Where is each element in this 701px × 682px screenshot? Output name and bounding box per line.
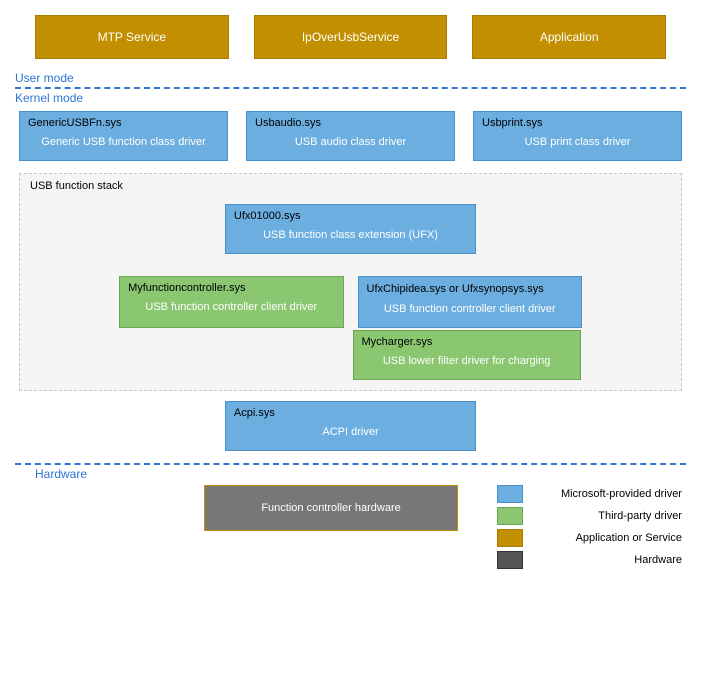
legend-label: Microsoft-provided driver (537, 488, 682, 500)
driver-title: Acpi.sys (230, 406, 471, 422)
hardware-box: Function controller hardware (204, 485, 457, 531)
driver-title: GenericUSBFn.sys (24, 116, 223, 132)
driver-genericusbfn: GenericUSBFn.sys Generic USB function cl… (19, 111, 228, 161)
driver-title: Ufx01000.sys (230, 209, 471, 225)
driver-title: Usbaudio.sys (251, 116, 450, 132)
class-drivers-row: GenericUSBFn.sys Generic USB function cl… (15, 111, 686, 161)
driver-title: Usbprint.sys (478, 116, 677, 132)
kernel-mode-label: Kernel mode (15, 91, 686, 105)
ufx-row: Ufx01000.sys USB function class extensio… (30, 204, 671, 254)
legend-item-tp: Third-party driver (478, 507, 682, 525)
driver-desc: USB function class extension (UFX) (230, 225, 471, 245)
legend-swatch (497, 485, 523, 503)
driver-title: Myfunctioncontroller.sys (124, 281, 338, 297)
app-box-application: Application (472, 15, 666, 59)
driver-acpi: Acpi.sys ACPI driver (225, 401, 476, 451)
divider-line-1 (15, 87, 686, 89)
mode-divider: User mode Kernel mode (15, 71, 686, 105)
driver-desc: USB function controller client driver (124, 297, 338, 317)
controller-row: Myfunctioncontroller.sys USB function co… (30, 276, 671, 328)
driver-usbaudio: Usbaudio.sys USB audio class driver (246, 111, 455, 161)
charger-row: Mycharger.sys USB lower filter driver fo… (30, 330, 671, 380)
acpi-row: Acpi.sys ACPI driver (15, 401, 686, 451)
apps-row: MTP Service IpOverUsbService Application (15, 15, 686, 59)
driver-myfunctioncontroller: Myfunctioncontroller.sys USB function co… (119, 276, 343, 328)
hardware-divider: Hardware (15, 463, 686, 481)
user-mode-label: User mode (15, 71, 686, 85)
legend-label: Hardware (537, 554, 682, 566)
driver-desc: USB function controller client driver (363, 299, 577, 319)
driver-desc: Generic USB function class driver (24, 132, 223, 152)
hardware-label: Hardware (35, 467, 686, 481)
legend-item-app: Application or Service (478, 529, 682, 547)
legend-item-hw: Hardware (478, 551, 682, 569)
usb-function-stack: USB function stack Ufx01000.sys USB func… (19, 173, 682, 391)
stack-title: USB function stack (30, 180, 671, 192)
legend: Microsoft-provided driver Third-party dr… (478, 485, 682, 573)
app-box-ipoverusb: IpOverUsbService (254, 15, 448, 59)
legend-swatch (497, 529, 523, 547)
legend-swatch (497, 551, 523, 569)
app-box-mtp: MTP Service (35, 15, 229, 59)
driver-title: Mycharger.sys (358, 335, 576, 351)
driver-desc: ACPI driver (230, 422, 471, 442)
driver-desc: USB audio class driver (251, 132, 450, 152)
driver-desc: USB print class driver (478, 132, 677, 152)
legend-item-ms: Microsoft-provided driver (478, 485, 682, 503)
driver-usbprint: Usbprint.sys USB print class driver (473, 111, 682, 161)
driver-mycharger: Mycharger.sys USB lower filter driver fo… (353, 330, 581, 380)
driver-ufx: Ufx01000.sys USB function class extensio… (225, 204, 476, 254)
bottom-section: Function controller hardware Microsoft-p… (15, 485, 686, 573)
legend-swatch (497, 507, 523, 525)
driver-ufxchipidea: UfxChipidea.sys or Ufxsynopsys.sys USB f… (358, 276, 582, 328)
driver-desc: USB lower filter driver for charging (358, 351, 576, 371)
divider-line-2 (15, 463, 686, 465)
legend-label: Application or Service (537, 532, 682, 544)
legend-label: Third-party driver (537, 510, 682, 522)
driver-title: UfxChipidea.sys or Ufxsynopsys.sys (363, 281, 577, 299)
